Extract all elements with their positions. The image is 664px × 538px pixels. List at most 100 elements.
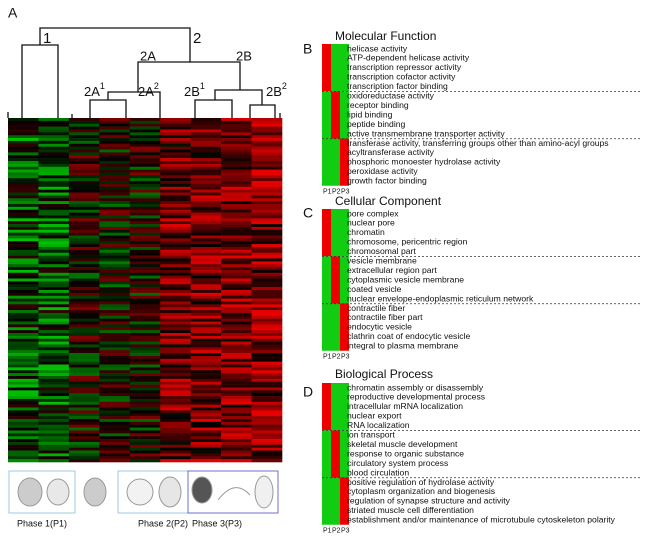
- heatmap-cell: [68, 143, 100, 147]
- heatmap-cell: [129, 301, 161, 305]
- heatmap-cell: [190, 209, 222, 213]
- heatmap-cell: [68, 315, 100, 319]
- heatmap-cell: [190, 161, 222, 165]
- heatmap-cell: [68, 304, 100, 308]
- heatmap-cell: [68, 226, 100, 231]
- heatmap-cell: [160, 378, 191, 383]
- heatmap-cell: [251, 341, 283, 345]
- heatmap-cell: [8, 401, 39, 405]
- go-term: nuclear export: [347, 411, 402, 421]
- heatmap-cell: [190, 439, 222, 443]
- heatmap-cell: [99, 307, 131, 311]
- heatmap-cell: [160, 183, 191, 188]
- heatmap-cell: [68, 393, 100, 397]
- heatmap-cell: [129, 376, 161, 380]
- heatmap-cell: [160, 456, 191, 460]
- heatmap-cell: [160, 229, 191, 233]
- heatmap-cell: [8, 453, 39, 457]
- enrichment-cell: [340, 138, 349, 186]
- heatmap-cell: [160, 204, 191, 208]
- heatmap-cell: [251, 272, 283, 276]
- heatmap-cell: [160, 333, 191, 337]
- heatmap-cell: [8, 444, 39, 448]
- heatmap-cell: [251, 439, 283, 443]
- heatmap-cell: [251, 143, 283, 147]
- heatmap-cell: [68, 252, 100, 256]
- heatmap-cell: [99, 186, 131, 190]
- go-term: clathrin coat of endocytic vesicle: [347, 331, 470, 341]
- enrichment-cell: [340, 256, 349, 304]
- heatmap-cell: [129, 284, 161, 288]
- heatmap-cell: [190, 453, 222, 457]
- heatmap-cell: [38, 186, 70, 190]
- heatmap-cell: [160, 370, 191, 374]
- heatmap-cell: [190, 212, 222, 216]
- heatmap-cell: [190, 241, 222, 245]
- heatmap-cell: [38, 189, 70, 193]
- heatmap-cell: [160, 158, 191, 162]
- heatmap-cell: [8, 166, 39, 170]
- column-label: P3: [341, 528, 350, 535]
- heatmap-cell: [160, 275, 191, 279]
- heatmap-cell: [160, 361, 191, 365]
- heatmap-cell: [221, 361, 252, 365]
- heatmap-cell: [38, 413, 70, 417]
- enrichment-cell: [340, 477, 349, 525]
- heatmap-cell: [38, 416, 70, 420]
- heatmap-cell: [99, 398, 131, 403]
- heatmap-cell: [129, 327, 161, 331]
- heatmap-cell: [160, 218, 191, 222]
- heatmap-cell: [99, 275, 131, 279]
- heatmap-cell: [38, 163, 70, 168]
- heatmap-cell: [160, 459, 191, 463]
- heatmap-cell: [99, 310, 131, 314]
- heatmap-cell: [190, 267, 222, 271]
- cluster-label: 1: [43, 30, 51, 47]
- heatmap-cell: [221, 421, 252, 426]
- dendrogram: 1 2 2A 2B 2A1 2A2 2B1 2B2: [7, 27, 287, 118]
- heatmap-cell: [99, 226, 131, 231]
- heatmap-cell: [99, 146, 131, 150]
- heatmap-cell: [99, 441, 131, 446]
- heatmap-cell: [8, 355, 39, 360]
- heatmap-cell: [129, 218, 161, 222]
- go-term: striated muscle cell differentiation: [347, 505, 474, 515]
- heatmap-cell: [129, 235, 161, 239]
- heatmap-cell: [129, 439, 161, 443]
- heatmap-cell: [160, 267, 191, 271]
- heatmap-cell: [190, 249, 222, 254]
- heatmap-cell: [160, 453, 191, 457]
- enrichment-cell: [331, 91, 340, 139]
- heatmap-cell: [251, 261, 283, 265]
- heatmap-cell: [221, 272, 252, 276]
- heatmap-cell: [190, 143, 222, 147]
- heatmap-cell: [251, 424, 283, 428]
- enrichment-cell: [322, 303, 331, 351]
- heatmap-cell: [68, 376, 100, 380]
- panel-label: D: [303, 384, 313, 400]
- heatmap-cell: [129, 163, 161, 168]
- heatmap-cell: [8, 407, 39, 411]
- heatmap-cell: [38, 304, 70, 308]
- heatmap-cell: [99, 312, 131, 317]
- heatmap-cell: [190, 123, 222, 127]
- heatmap-cell: [68, 318, 100, 322]
- heatmap-cell: [99, 436, 131, 440]
- heatmap-cell: [38, 433, 70, 437]
- heatmap-cell: [99, 358, 131, 362]
- heatmap-cell: [68, 284, 100, 288]
- heatmap-cell: [190, 430, 222, 434]
- heatmap-cell: [38, 376, 70, 380]
- heatmap-cell: [68, 206, 100, 211]
- heatmap-cell: [251, 221, 283, 225]
- heatmap-cell: [160, 201, 191, 205]
- heatmap-cell: [251, 249, 283, 254]
- heatmap-cell: [221, 330, 252, 334]
- heatmap-cell: [129, 272, 161, 276]
- heatmap-cell: [68, 261, 100, 265]
- heatmap-cell: [129, 146, 161, 150]
- heatmap-cell: [129, 318, 161, 322]
- heatmap-cell: [160, 338, 191, 342]
- heatmap-cell: [99, 338, 131, 342]
- heatmap-cell: [160, 278, 191, 282]
